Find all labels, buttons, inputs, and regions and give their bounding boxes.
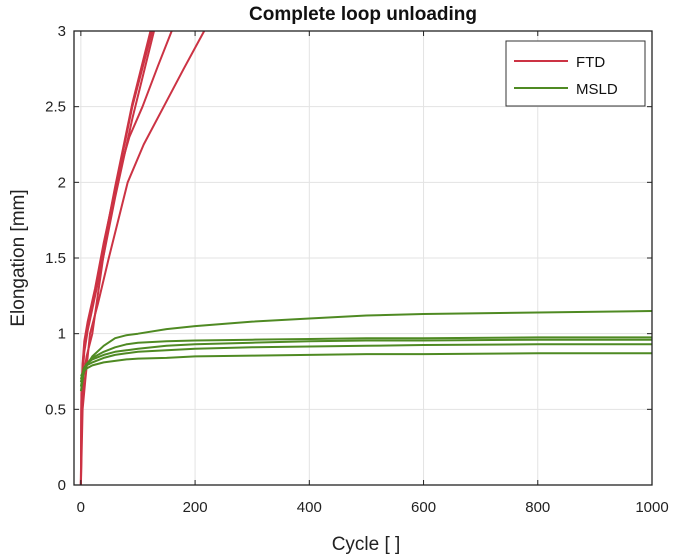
x-tick-label: 600 [411, 499, 436, 516]
legend-label-ftd: FTD [576, 54, 605, 71]
series-msld-9 [80, 352, 652, 377]
series-ftd-4 [79, 30, 206, 486]
x-tick-label: 0 [77, 499, 85, 516]
y-tick-label: 2 [58, 174, 66, 191]
ticks: 0 200 400 600 800 1000 0 0.5 1 1.5 2 2.5 3 [45, 23, 669, 516]
legend: FTD MSLD [505, 40, 646, 107]
y-tick-label: 0.5 [45, 401, 66, 418]
series-ftd-3 [79, 30, 173, 486]
y-axis-label: Elongation [mm] [8, 189, 29, 326]
x-tick-label: 400 [297, 499, 322, 516]
y-tick-label: 1.5 [45, 250, 66, 267]
series-lines [79, 30, 653, 486]
y-tick-label: 1 [58, 326, 66, 343]
legend-box [505, 40, 646, 107]
y-tick-label: 0 [58, 477, 66, 494]
y-tick-label: 3 [58, 23, 66, 40]
x-tick-label: 1000 [635, 499, 668, 516]
x-axis-label: Cycle [ ] [332, 534, 401, 555]
x-tick-label: 200 [183, 499, 208, 516]
x-tick-label: 800 [525, 499, 550, 516]
series-msld-7 [79, 338, 652, 383]
series-msld-8 [79, 343, 652, 380]
chart-title: Complete loop unloading [249, 4, 477, 25]
y-tick-label: 2.5 [45, 99, 66, 116]
legend-label-msld: MSLD [576, 81, 618, 98]
